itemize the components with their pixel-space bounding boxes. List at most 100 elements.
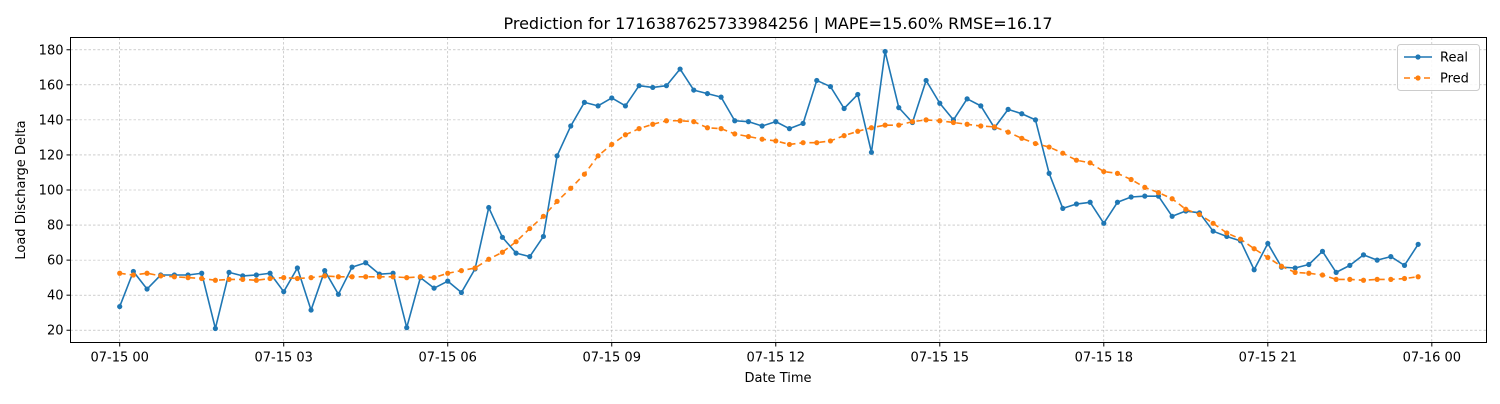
data-point-real	[1374, 257, 1380, 263]
data-point-pred	[991, 124, 998, 130]
data-point-real	[212, 325, 218, 332]
data-point-real	[554, 153, 560, 159]
chart-title: Prediction for 1716387625733984256 | MAP…	[503, 14, 1052, 33]
data-point-real	[814, 77, 820, 84]
data-point-pred	[1142, 184, 1148, 190]
data-point-pred	[130, 272, 136, 278]
data-point-real	[827, 83, 834, 90]
data-point-real	[1101, 220, 1107, 226]
data-point-real	[117, 303, 123, 310]
data-point-pred	[759, 136, 765, 142]
data-point-pred	[1237, 236, 1244, 242]
x-tick-label: 07-15 09	[583, 351, 641, 366]
data-point-pred	[212, 277, 218, 283]
x-tick-label: 07-15 15	[911, 351, 969, 366]
data-point-pred	[540, 213, 547, 219]
data-point-real	[718, 94, 724, 100]
data-point-real	[868, 149, 875, 155]
data-point-pred	[458, 268, 464, 274]
plot-frame	[70, 37, 1487, 343]
data-point-pred	[1087, 160, 1093, 166]
data-point-real	[581, 99, 588, 105]
data-point-pred	[1169, 196, 1175, 202]
data-point-pred	[1060, 150, 1066, 156]
data-point-real	[841, 105, 847, 112]
data-point-real	[1415, 241, 1421, 247]
x-tick-label: 07-16 00	[1403, 351, 1461, 366]
data-point-pred	[1278, 263, 1285, 269]
data-point-real	[486, 204, 492, 211]
data-point-real	[568, 123, 574, 129]
data-point-pred	[1306, 270, 1312, 276]
data-point-pred	[1292, 269, 1298, 275]
data-point-real	[663, 83, 670, 89]
data-point-real	[800, 120, 806, 126]
data-point-pred	[814, 140, 820, 146]
data-point-pred	[622, 132, 629, 138]
data-point-real	[226, 269, 232, 275]
data-point-real	[1319, 248, 1326, 254]
data-point-real	[691, 87, 697, 93]
legend-pred-marker	[1415, 75, 1421, 81]
data-point-real	[1019, 111, 1025, 117]
data-point-pred	[704, 125, 711, 131]
data-point-pred	[144, 270, 150, 276]
data-point-real	[1292, 265, 1298, 271]
data-point-real	[404, 325, 410, 331]
data-point-real	[773, 119, 779, 125]
data-point-real	[294, 265, 300, 271]
data-point-real	[759, 123, 765, 129]
data-point-pred	[294, 275, 300, 282]
data-point-pred	[1210, 220, 1216, 226]
x-tick-label: 07-15 00	[90, 351, 148, 366]
data-point-real	[896, 105, 902, 111]
data-point-pred	[773, 138, 779, 144]
data-point-pred	[554, 198, 560, 204]
axes: 20 40 60 80 100 120 140 160 180 07-15 00 07-15 03 0…	[39, 43, 1461, 365]
data-point-pred	[964, 121, 970, 127]
data-point-real	[923, 77, 929, 84]
data-point-real	[1401, 262, 1408, 268]
data-point-pred	[335, 274, 341, 280]
data-point-pred	[691, 119, 697, 125]
series-line-real	[118, 50, 1419, 330]
data-point-pred	[1224, 230, 1230, 236]
y-tick-label: 100	[39, 184, 64, 199]
data-point-pred	[1019, 135, 1025, 141]
data-point-pred	[117, 270, 123, 276]
data-point-pred	[1401, 275, 1408, 282]
data-point-pred	[267, 275, 273, 282]
data-point-real	[636, 83, 642, 89]
data-point-real	[882, 48, 888, 55]
data-point-pred	[909, 119, 916, 125]
data-point-pred	[923, 117, 929, 123]
data-point-pred	[390, 274, 396, 280]
data-point-pred	[896, 122, 902, 128]
data-point-pred	[1032, 140, 1039, 147]
data-point-real	[1142, 193, 1148, 199]
data-point-pred	[376, 274, 382, 280]
y-tick-label: 120	[39, 148, 64, 163]
data-point-real	[1169, 213, 1175, 219]
data-point-pred	[745, 133, 752, 140]
data-point-real	[1032, 117, 1039, 123]
data-point-pred	[882, 122, 888, 128]
data-point-real	[609, 95, 615, 101]
data-point-pred	[404, 275, 410, 281]
data-point-pred	[158, 273, 164, 279]
data-point-pred	[1251, 246, 1257, 252]
data-point-real	[622, 103, 629, 109]
data-point-real	[1388, 254, 1394, 260]
y-axis-label: Load Discharge Delta	[14, 120, 29, 259]
data-point-pred	[677, 118, 683, 124]
data-point-real	[445, 278, 451, 284]
data-point-pred	[1196, 211, 1203, 218]
data-point-real	[363, 260, 369, 266]
data-point-real	[1073, 201, 1080, 207]
data-point-real	[786, 126, 793, 132]
data-point-real	[540, 233, 547, 240]
y-tick-label: 140	[39, 113, 64, 128]
data-point-pred	[978, 123, 984, 129]
data-point-real	[704, 90, 711, 97]
